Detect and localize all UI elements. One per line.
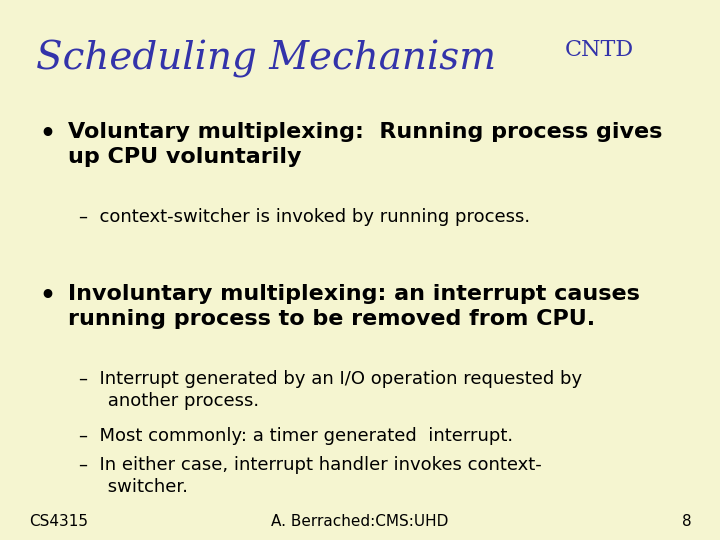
Text: –  In either case, interrupt handler invokes context-
     switcher.: – In either case, interrupt handler invo… [79,456,542,496]
Text: Voluntary multiplexing:  Running process gives
up CPU voluntarily: Voluntary multiplexing: Running process … [68,122,663,167]
Text: –  Interrupt generated by an I/O operation requested by
     another process.: – Interrupt generated by an I/O operatio… [79,370,582,410]
Text: –  Most commonly: a timer generated  interrupt.: – Most commonly: a timer generated inter… [79,427,513,444]
Text: Scheduling Mechanism: Scheduling Mechanism [36,40,497,78]
Text: 8: 8 [682,514,691,529]
Text: CS4315: CS4315 [29,514,88,529]
Text: •: • [40,122,55,145]
Text: •: • [40,284,55,307]
Text: –  context-switcher is invoked by running process.: – context-switcher is invoked by running… [79,208,531,226]
Text: A. Berrached:CMS:UHD: A. Berrached:CMS:UHD [271,514,449,529]
Text: Involuntary multiplexing: an interrupt causes
running process to be removed from: Involuntary multiplexing: an interrupt c… [68,284,640,329]
Text: CNTD: CNTD [565,39,634,61]
